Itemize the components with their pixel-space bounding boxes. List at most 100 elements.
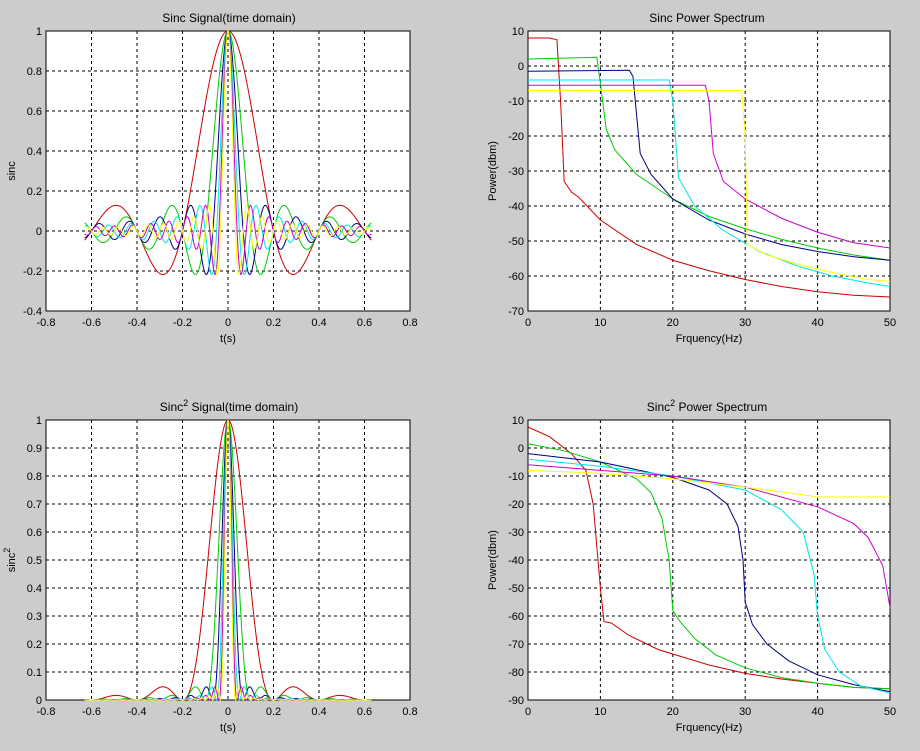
x-tick-label: 0: [225, 317, 231, 329]
series-group: [527, 426, 891, 694]
y-tick-label: -10: [508, 96, 524, 108]
y-tick-label: -70: [508, 306, 524, 318]
y-tick-label: -70: [508, 639, 524, 651]
panel-title: Sinc Power Spectrum: [649, 11, 764, 25]
y-tick-label: 1: [36, 415, 42, 427]
y-tick-label: -40: [508, 555, 524, 567]
x-tick-label: -0.8: [37, 706, 56, 718]
x-axis-label: Frquency(Hz): [676, 333, 743, 345]
y-tick-label: 0.4: [27, 583, 42, 595]
y-tick-label: 0.8: [27, 66, 42, 78]
y-tick-label: 0.9: [27, 443, 42, 455]
y-tick-label: 0.6: [27, 527, 42, 539]
y-tick-label: -0.2: [23, 266, 42, 278]
y-tick-label: 0.5: [27, 555, 42, 567]
y-tick-label: 10: [512, 415, 524, 427]
x-tick-label: 40: [811, 706, 823, 718]
x-tick-label: 30: [739, 317, 751, 329]
x-tick-label: 0: [525, 317, 531, 329]
x-tick-label: 50: [884, 706, 896, 718]
x-tick-label: 0.2: [266, 706, 281, 718]
y-tick-label: -30: [508, 166, 524, 178]
x-axis-label: Frquency(Hz): [676, 722, 743, 734]
panel-title: Sinc Signal(time domain): [162, 11, 295, 25]
y-tick-label: 0.7: [27, 499, 42, 511]
y-tick-label: 0: [518, 61, 524, 73]
x-tick-label: -0.6: [82, 317, 101, 329]
series-line-4: [527, 458, 891, 694]
series-group: [527, 37, 891, 298]
y-tick-label: -40: [508, 201, 524, 213]
tick-labels: 0 10 20 30 40 50 -70 -60 -50 -40 -30 -20 -10 0 10: [508, 26, 896, 329]
series-line-5: [527, 464, 891, 608]
y-tick-label: 0.6: [27, 106, 42, 118]
panel-sinc2-signal: Sinc2 Signal(time domain) -0.8 -0.6 -0.4 -0…: [2, 398, 418, 734]
series-line-6: [528, 90, 891, 282]
x-tick-label: 0.6: [357, 317, 372, 329]
y-tick-label: 0.4: [27, 146, 42, 158]
y-tick-label: -50: [508, 236, 524, 248]
y-axis-label: Power(dbm): [487, 530, 499, 590]
grid: [528, 420, 890, 700]
x-tick-label: -0.4: [128, 706, 147, 718]
y-tick-label: -20: [508, 131, 524, 143]
x-tick-label: 0.4: [311, 706, 326, 718]
panel-title: Sinc2 Power Spectrum: [647, 398, 767, 414]
y-tick-label: 1: [36, 26, 42, 38]
title-rest: Power Spectrum: [675, 400, 767, 414]
x-tick-label: 0.6: [357, 706, 372, 718]
y-axis-label: sinc2: [2, 548, 18, 573]
tick-labels: -0.8 -0.6 -0.4 -0.2 0 0.2 0.4 0.6 0.8 -0.4 -0.2 0 0.…: [23, 26, 418, 329]
x-tick-label: 40: [811, 317, 823, 329]
tick-labels: 0 10 20 30 40 50 -90 -80 -70 -60 -50 -40 -30 -20 -10 0 1…: [508, 415, 896, 718]
y-tick-label: -60: [508, 611, 524, 623]
y-tick-label: 0.8: [27, 471, 42, 483]
x-tick-label: 0.8: [402, 706, 417, 718]
title-superscript: 2: [670, 398, 675, 408]
y-axis-label: sinc: [6, 161, 18, 181]
y-tick-label: 0.1: [27, 667, 42, 679]
x-tick-label: -0.8: [37, 317, 56, 329]
y-tick-label: 0.3: [27, 611, 42, 623]
x-axis-label: t(s): [220, 333, 236, 345]
x-tick-label: 0.8: [402, 317, 417, 329]
y-tick-label: -50: [508, 583, 524, 595]
y-tick-label: 0.2: [27, 186, 42, 198]
series-line-5: [528, 84, 891, 249]
x-tick-label: -0.6: [82, 706, 101, 718]
y-tick-label: 0: [518, 443, 524, 455]
title-superscript: 2: [183, 398, 188, 408]
x-tick-label: 0.4: [311, 317, 326, 329]
tick-labels: -0.8 -0.6 -0.4 -0.2 0 0.2 0.4 0.6 0.8 0 0.1 0.2 0.3 0…: [27, 415, 418, 718]
panel-sinc2-power-spectrum: Sinc2 Power Spectrum 0 10 20 30 40 50 -90 -80 -7…: [487, 398, 896, 734]
x-tick-label: -0.4: [128, 317, 147, 329]
x-tick-label: 20: [667, 317, 679, 329]
title-rest: Signal(time domain): [188, 400, 298, 414]
y-tick-label: -90: [508, 695, 524, 707]
ylabel-main: sinc: [6, 552, 18, 572]
x-tick-label: -0.2: [173, 706, 192, 718]
grid: [46, 420, 410, 700]
series-line-6: [84, 419, 372, 701]
title-main: Sinc: [160, 400, 183, 414]
panel-title: Sinc2 Signal(time domain): [160, 398, 298, 414]
series-line-6: [527, 469, 890, 498]
series-line-6: [84, 29, 372, 276]
series-group: [84, 29, 372, 276]
y-tick-label: 10: [512, 26, 524, 38]
x-tick-label: 30: [739, 706, 751, 718]
y-tick-label: -20: [508, 499, 524, 511]
x-tick-label: 20: [667, 706, 679, 718]
x-tick-label: 0: [225, 706, 231, 718]
series-line-3: [527, 69, 891, 261]
series-group: [84, 418, 372, 701]
series-line-4: [528, 79, 891, 287]
series-line-1: [528, 37, 891, 298]
y-tick-label: -10: [508, 471, 524, 483]
y-axis-label: Power(dbm): [487, 141, 499, 201]
x-tick-label: 50: [884, 317, 896, 329]
y-tick-label: 0: [36, 226, 42, 238]
y-tick-label: -60: [508, 271, 524, 283]
y-tick-label: -80: [508, 667, 524, 679]
